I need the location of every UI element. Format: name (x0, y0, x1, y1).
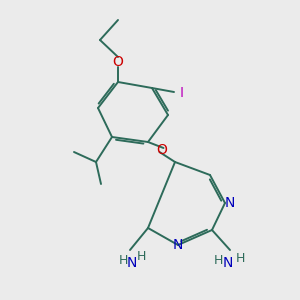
Text: I: I (180, 86, 184, 100)
Text: N: N (127, 256, 137, 270)
Text: H: H (136, 250, 146, 263)
Text: O: O (156, 143, 167, 157)
Text: H: H (213, 254, 223, 266)
Text: N: N (173, 238, 183, 252)
Text: H: H (118, 254, 128, 266)
Text: H: H (235, 253, 245, 266)
Text: O: O (112, 55, 123, 69)
Text: N: N (225, 196, 235, 210)
Text: N: N (223, 256, 233, 270)
